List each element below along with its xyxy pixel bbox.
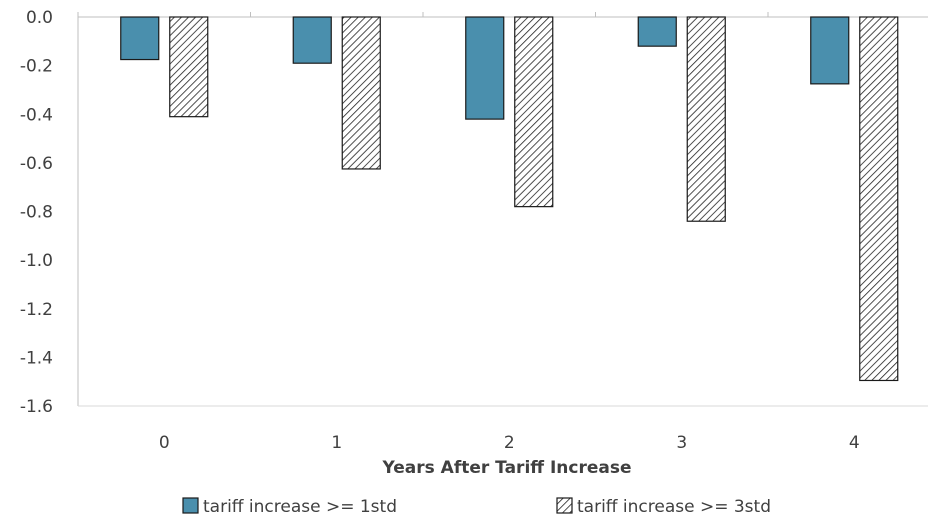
legend: tariff increase >= 1std tariff increase >… [182,497,771,517]
bar-series1-cat-2 [465,16,505,120]
legend-swatch-series2 [556,497,573,514]
bar-series1-cat-0 [120,16,160,61]
y-tick-label: -0.8 [20,203,53,223]
x-tick-label: 0 [159,433,170,453]
bar-series2-cat-3 [686,16,726,222]
y-tick-label: 0.0 [26,8,53,28]
y-tick-label: -0.2 [20,57,53,77]
x-tick-label: 2 [504,433,515,453]
bar-series1-cat-3 [637,16,677,47]
y-tick-label: -1.0 [20,251,53,271]
y-tick-label: -1.2 [20,300,53,320]
y-tick-label: -1.6 [20,397,53,417]
x-tick-label: 4 [849,433,860,453]
legend-swatch-series1 [182,497,199,514]
x-tick-label: 3 [676,433,687,453]
x-tick-label: 1 [331,433,342,453]
x-axis-title: Years After Tariff Increase [382,458,632,478]
y-tick-label: -0.4 [20,105,53,125]
plot-area: 0.0 -0.2 -0.4 -0.6 -0.8 -1.0 -1.2 -1.4 -1.6 0 1 2 3 4 [20,8,928,453]
bar-series2-cat-4 [859,16,899,382]
bar-series1-cat-4 [810,16,850,85]
bar-series2-cat-0 [169,16,209,118]
y-tick-label: -1.4 [20,348,53,368]
legend-label-series2: tariff increase >= 3std [577,497,771,517]
bar-series1-cat-1 [292,16,332,64]
bar-series2-cat-2 [514,16,554,208]
legend-label-series1: tariff increase >= 1std [203,497,397,517]
bar-series2-cat-1 [341,16,381,170]
y-tick-label: -0.6 [20,154,53,174]
